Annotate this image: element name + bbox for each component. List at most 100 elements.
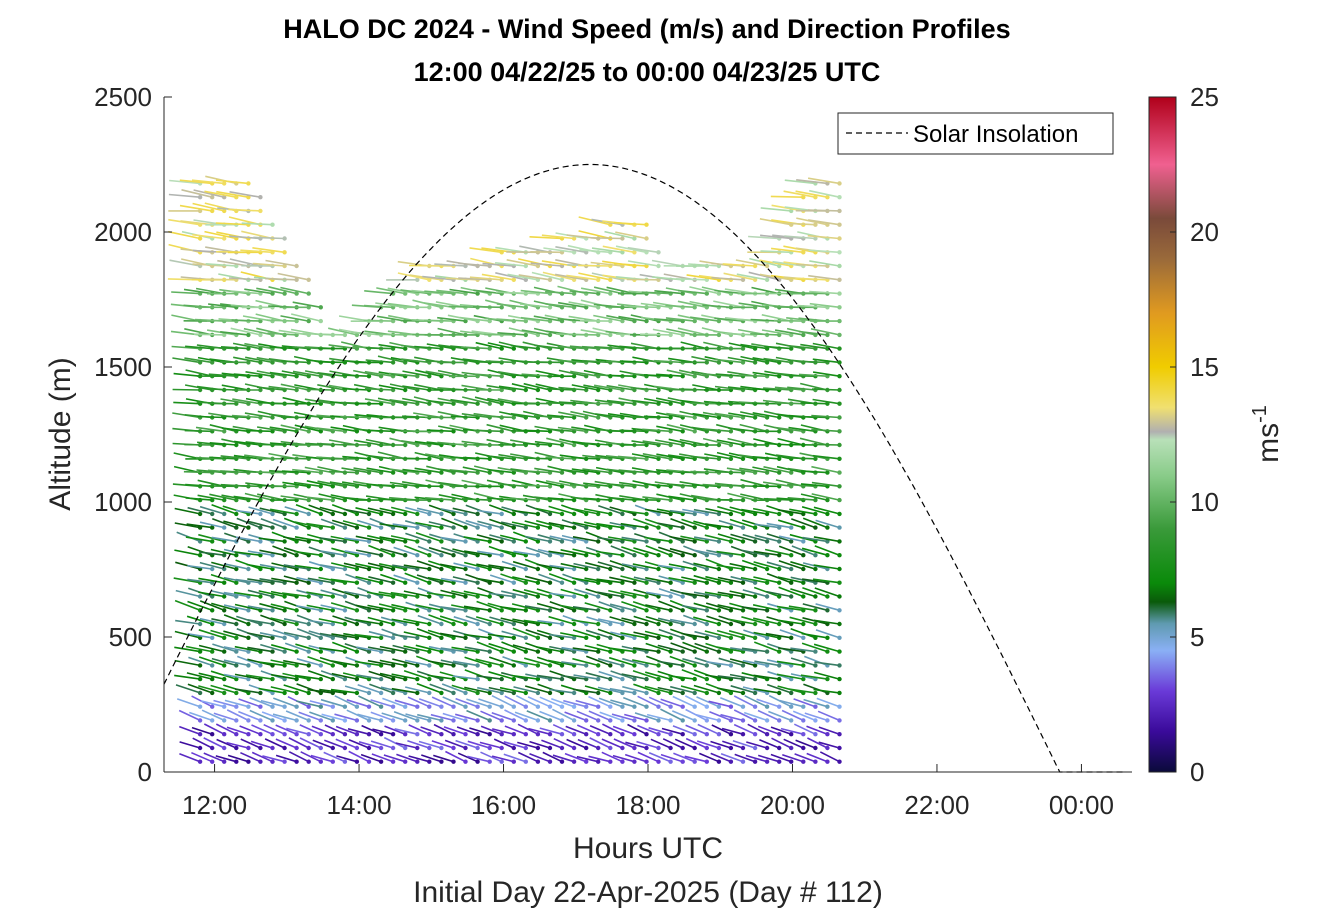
wind-vector (488, 656, 515, 667)
wind-vector-head (354, 332, 360, 338)
wind-vector (766, 522, 792, 529)
wind-vector-head (475, 525, 480, 530)
wind-vector (800, 493, 828, 501)
wind-vector (760, 207, 792, 212)
wind-vector (787, 483, 816, 488)
wind-vector (740, 411, 768, 419)
wind-vector-head (801, 704, 806, 709)
wind-vector (607, 413, 635, 419)
wind-vector (702, 428, 731, 433)
wind-vector (517, 741, 539, 749)
wind-vector-head (451, 511, 456, 517)
wind-vector-head (415, 511, 420, 517)
wind-vector-head (523, 539, 528, 544)
wind-vector (452, 507, 478, 515)
wind-vector-head (439, 690, 444, 696)
wind-vector-head (584, 759, 589, 764)
wind-vector (292, 370, 321, 377)
wind-vector (223, 646, 249, 653)
wind-vector-head (511, 277, 516, 282)
wind-vector (334, 695, 358, 708)
wind-vector (204, 190, 237, 198)
wind-vector-head (535, 525, 541, 530)
wind-vector (790, 561, 816, 570)
wind-vector-head (342, 732, 348, 737)
wind-vector (259, 632, 285, 639)
wind-vector (580, 329, 611, 336)
wind-vector (717, 505, 744, 515)
wind-vector-head (837, 511, 842, 517)
wind-vector (275, 738, 297, 749)
wind-vector (473, 373, 502, 377)
wind-vector-head (487, 745, 492, 751)
wind-vector (354, 660, 382, 667)
wind-vector-head (825, 745, 830, 751)
wind-vector (512, 618, 539, 625)
wind-vector (353, 439, 382, 446)
wind-vector-head (620, 621, 625, 627)
wind-vector-head (716, 704, 722, 709)
wind-vector (245, 371, 273, 377)
wind-vector (318, 647, 346, 653)
wind-vector-head (801, 635, 806, 640)
wind-vector-head (378, 718, 384, 723)
wind-vector (299, 737, 322, 749)
wind-vector-head (475, 649, 480, 654)
wind-vector (210, 548, 237, 556)
wind-vector-head (644, 663, 649, 668)
wind-vector-head (837, 346, 842, 351)
wind-vector (314, 333, 345, 336)
wind-vector-head (439, 525, 444, 530)
wind-vector (776, 497, 804, 501)
wind-vector-head (728, 456, 734, 461)
wind-vector (563, 699, 587, 708)
wind-vector-head (463, 759, 468, 764)
wind-vector (458, 262, 490, 267)
wind-vector-head (559, 718, 565, 723)
wind-vector (727, 386, 756, 391)
wind-vector-head (210, 566, 215, 572)
wind-vector (392, 564, 418, 570)
wind-vector-head (246, 663, 251, 668)
wind-vector-head (559, 484, 565, 489)
wind-vector-head (837, 745, 842, 751)
wind-vector (498, 453, 526, 460)
wind-vector (577, 264, 611, 267)
wind-vector (812, 358, 840, 364)
wind-vector-head (789, 732, 794, 737)
wind-vector-head (354, 718, 360, 723)
wind-vector-head (764, 718, 770, 723)
wind-vector (226, 709, 249, 722)
wind-vector-head (487, 470, 492, 475)
wind-vector (711, 276, 744, 281)
wind-vector (588, 695, 611, 708)
wind-vector (299, 724, 322, 735)
wind-vector-head (342, 649, 348, 654)
wind-vector (208, 388, 237, 391)
wind-vector (344, 537, 370, 543)
wind-vector-head (571, 732, 577, 737)
wind-vector (609, 616, 635, 625)
wind-vector (739, 467, 768, 474)
wind-vector-head (620, 732, 625, 737)
wind-vector (344, 685, 370, 694)
wind-vector (324, 724, 346, 735)
wind-vector (681, 518, 708, 529)
wind-vector (487, 369, 514, 377)
wind-vector-head (318, 704, 323, 709)
wind-vector (488, 592, 514, 598)
wind-vector-head (656, 553, 661, 558)
wind-vector (607, 536, 635, 543)
wind-vector-head (547, 332, 553, 338)
wind-vector (715, 373, 744, 377)
wind-vector-head (306, 497, 311, 503)
wind-vector (741, 647, 768, 653)
wind-vector-head (366, 525, 372, 530)
wind-vector-head (330, 676, 335, 682)
legend: Solar Insolation (837, 112, 1114, 155)
wind-vector-head (294, 732, 299, 737)
wind-vector-head (764, 566, 770, 572)
wind-vector (358, 741, 382, 749)
wind-vector-head (789, 745, 794, 751)
wind-vector (522, 457, 551, 460)
